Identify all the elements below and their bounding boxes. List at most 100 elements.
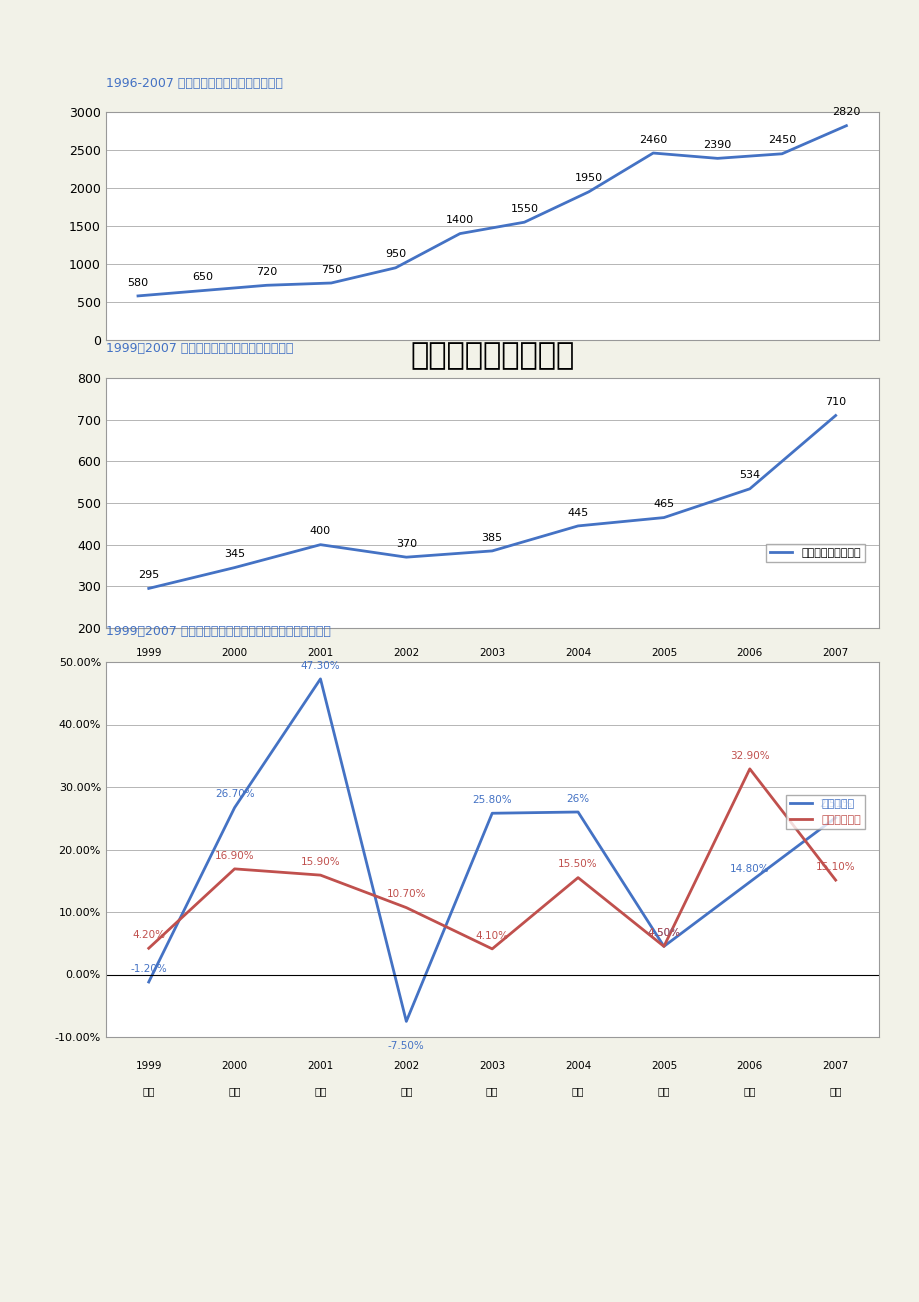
Legend: 销量增长率, 销售额增长率: 销量增长率, 销售额增长率 [785, 794, 865, 829]
销量增长率 [143, 974, 154, 990]
销量增长率 [658, 939, 669, 954]
销售额增长率 [143, 940, 154, 956]
Line: 销量增长率: 销量增长率 [149, 678, 834, 1021]
Text: 26%: 26% [566, 794, 589, 803]
Text: 年度: 年度 [572, 667, 584, 677]
Text: 2006: 2006 [736, 648, 762, 658]
Text: 15.50%: 15.50% [558, 859, 597, 870]
Text: 年度: 年度 [829, 667, 841, 677]
Text: 4.50%: 4.50% [647, 928, 680, 937]
Text: 25.80%: 25.80% [471, 796, 512, 805]
Text: 16.90%: 16.90% [214, 850, 255, 861]
销量增长率 [486, 806, 497, 822]
Text: 年度: 年度 [743, 667, 755, 677]
销售额增长率 [743, 762, 754, 777]
Text: 2001: 2001 [307, 1061, 334, 1072]
Text: 1400: 1400 [446, 215, 473, 225]
内销销售额（亿元） [143, 581, 154, 596]
销售额增长率 [658, 939, 669, 954]
Text: 2002: 2002 [392, 1061, 419, 1072]
Text: 950: 950 [385, 250, 405, 259]
Text: 2005: 2005 [650, 1061, 676, 1072]
Text: 年度: 年度 [400, 667, 412, 677]
Text: 32.90%: 32.90% [729, 750, 769, 760]
Text: 1996-2007 度空调企业年度内销出货量对比: 1996-2007 度空调企业年度内销出货量对比 [106, 77, 282, 90]
Text: 465: 465 [652, 499, 674, 509]
Text: 2002: 2002 [392, 648, 419, 658]
Text: 2003: 2003 [479, 648, 505, 658]
Text: 2390: 2390 [703, 141, 731, 150]
销量增长率 [229, 799, 240, 815]
Text: 650: 650 [192, 272, 212, 283]
Text: 1999: 1999 [135, 648, 162, 658]
内销销售额（亿元） [401, 549, 412, 565]
销量增长率 [401, 1013, 412, 1029]
Text: 2820: 2820 [832, 107, 859, 117]
Text: 年度: 年度 [228, 1086, 241, 1096]
销量增长率 [743, 874, 754, 889]
Text: 720: 720 [255, 267, 278, 277]
Text: -1.20%: -1.20% [130, 963, 167, 974]
Text: 年度: 年度 [142, 667, 154, 677]
Text: 445: 445 [567, 508, 588, 518]
销售额增长率 [486, 941, 497, 957]
内销销售额（亿元） [658, 510, 669, 526]
Text: 2004: 2004 [564, 648, 591, 658]
销售额增长率 [829, 872, 840, 888]
Line: 销售额增长率: 销售额增长率 [149, 769, 834, 949]
Text: 4.50%: 4.50% [647, 928, 680, 937]
Text: 4.10%: 4.10% [475, 931, 508, 940]
Text: 2000: 2000 [221, 1061, 247, 1072]
Text: 年度: 年度 [314, 1086, 326, 1096]
Text: 年度: 年度 [314, 667, 326, 677]
Text: 2450: 2450 [767, 135, 795, 146]
Text: 2006: 2006 [736, 1061, 762, 1072]
内销销售额（亿元） [229, 560, 240, 575]
Text: 580: 580 [128, 277, 148, 288]
Text: 年度: 年度 [657, 1086, 669, 1096]
Text: 年度: 年度 [743, 1086, 755, 1096]
Text: 年度: 年度 [485, 1086, 498, 1096]
内销销售额（亿元） [572, 518, 583, 534]
销售额增长率 [229, 861, 240, 876]
销售额增长率 [314, 867, 325, 883]
Text: 2007: 2007 [822, 648, 848, 658]
Text: 1950: 1950 [574, 173, 602, 184]
Text: 1999－2007 年度国内空调市场总体销售额统计: 1999－2007 年度国内空调市场总体销售额统计 [106, 342, 293, 355]
Text: 400: 400 [310, 526, 331, 536]
Text: 10.70%: 10.70% [386, 889, 425, 900]
内销销售额（亿元） [486, 543, 497, 559]
Text: 534: 534 [739, 470, 759, 480]
Line: 内销销售额（亿元）: 内销销售额（亿元） [149, 415, 834, 589]
Text: 385: 385 [482, 533, 502, 543]
Text: -7.50%: -7.50% [388, 1040, 425, 1051]
销量增长率 [829, 810, 840, 825]
Text: 2007: 2007 [822, 1061, 848, 1072]
Text: 750: 750 [321, 264, 341, 275]
销售额增长率 [401, 900, 412, 915]
Text: 2005: 2005 [650, 648, 676, 658]
Text: 年度: 年度 [572, 1086, 584, 1096]
Text: 年度: 年度 [142, 1086, 154, 1096]
Text: 26.70%: 26.70% [214, 789, 255, 799]
Text: 年度: 年度 [400, 1086, 412, 1096]
Text: 4.20%: 4.20% [132, 930, 165, 940]
内销销售额（亿元） [314, 536, 325, 552]
Text: 345: 345 [224, 549, 244, 560]
Text: 2001: 2001 [307, 648, 334, 658]
Text: 370: 370 [395, 539, 416, 549]
Text: 15.10%: 15.10% [815, 862, 855, 872]
Text: 2.51%: 2.51% [818, 799, 851, 810]
销量增长率 [572, 805, 583, 820]
Text: 1550: 1550 [510, 204, 538, 214]
销量增长率 [314, 671, 325, 686]
Text: 2003: 2003 [479, 1061, 505, 1072]
Text: 年度: 年度 [829, 1086, 841, 1096]
Text: 年度: 年度 [485, 667, 498, 677]
内销销售额（亿元） [829, 408, 840, 423]
Text: 2000: 2000 [221, 648, 247, 658]
Text: 1999: 1999 [135, 1061, 162, 1072]
Text: 年度: 年度 [228, 667, 241, 677]
Text: 1999－2007 年度国内空调市场销量与销售额增长对比分析: 1999－2007 年度国内空调市场销量与销售额增长对比分析 [106, 625, 330, 638]
Text: 295: 295 [138, 570, 159, 581]
